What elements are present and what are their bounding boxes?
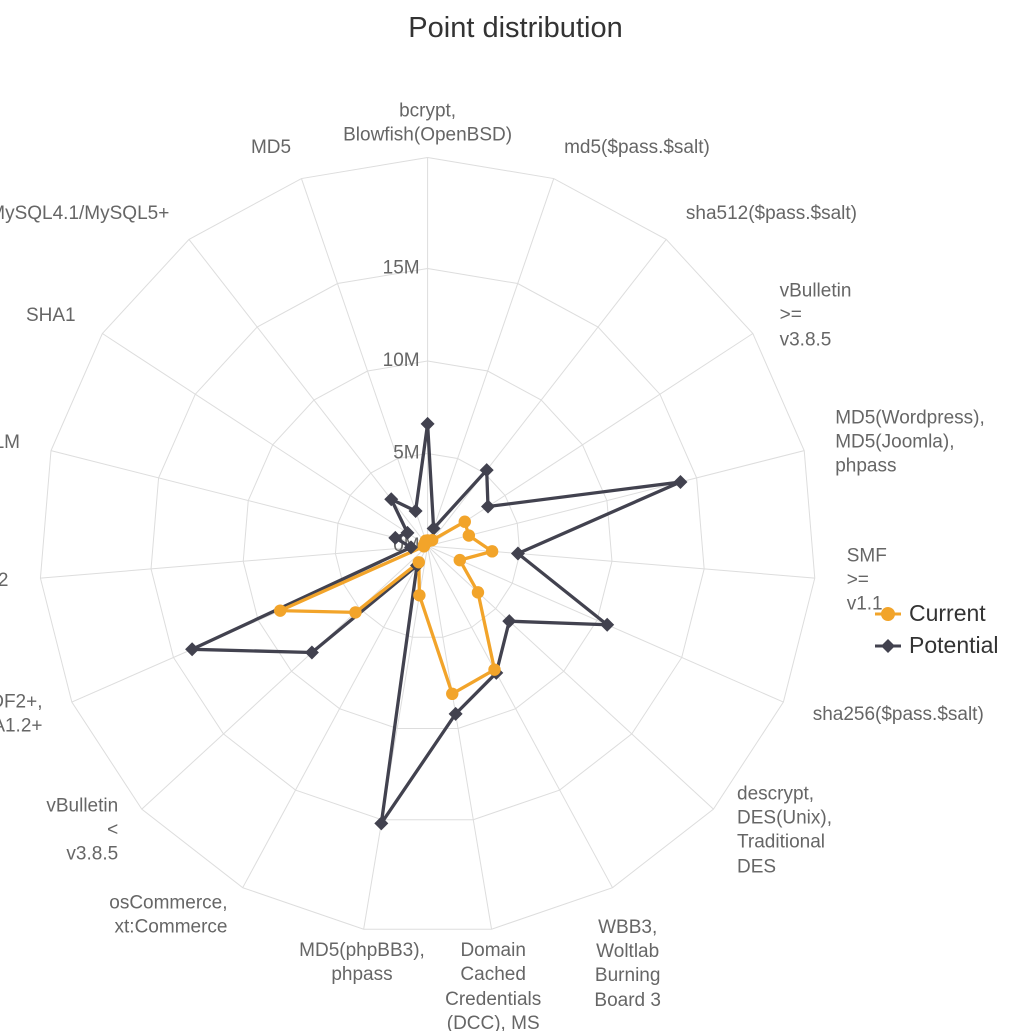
svg-text:5M: 5M (393, 443, 419, 464)
svg-text:15M: 15M (383, 258, 420, 279)
svg-text:10M: 10M (383, 350, 420, 371)
